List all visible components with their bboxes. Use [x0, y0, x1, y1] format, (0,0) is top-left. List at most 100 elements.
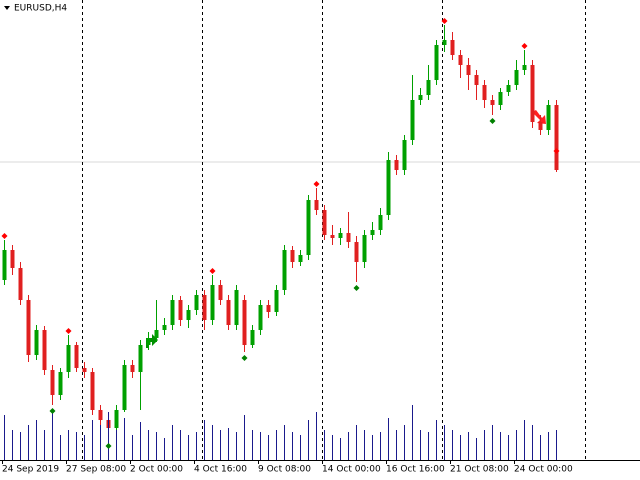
volume-bar — [12, 430, 13, 460]
fractal-down — [353, 285, 360, 291]
volume-bar — [516, 430, 517, 460]
volume-bar — [236, 432, 237, 460]
candle-body — [322, 210, 327, 235]
volume-bar — [324, 430, 325, 460]
volume-bar — [252, 430, 253, 460]
volume-bar — [68, 430, 69, 460]
symbol-menu-arrow[interactable] — [4, 6, 10, 10]
candle-body — [410, 100, 415, 140]
candle-body — [194, 295, 199, 310]
volume-bar — [380, 432, 381, 460]
x-tick-label: 24 Sep 2019 — [2, 465, 59, 475]
candle-body — [546, 105, 551, 130]
volume-bar — [300, 435, 301, 460]
candle-body — [306, 200, 311, 255]
x-tick-label: 9 Oct 08:00 — [258, 465, 311, 475]
candle-body — [162, 325, 167, 330]
candle-body — [114, 410, 119, 428]
chart-title: EURUSD,H4 — [14, 4, 67, 14]
volume-bar — [92, 420, 93, 460]
volume-bar — [492, 425, 493, 460]
volume-bar — [76, 432, 77, 460]
volume-bar — [148, 430, 149, 460]
sell-signal — [532, 110, 546, 124]
volume-bar — [332, 435, 333, 460]
volume-bar — [388, 418, 389, 460]
candle-body — [482, 85, 487, 100]
volume-bar — [524, 420, 525, 460]
candle-body — [210, 285, 215, 320]
candle-body — [74, 345, 79, 368]
volume-bar — [116, 430, 117, 460]
candle-body — [226, 300, 231, 325]
volume-bar — [556, 430, 557, 460]
candle-body — [242, 300, 247, 345]
volume-bar — [100, 425, 101, 460]
candle-body — [378, 215, 383, 230]
candle-body — [146, 338, 151, 345]
candle-body — [66, 345, 71, 372]
volume-bar — [28, 425, 29, 460]
fractal-up — [553, 148, 560, 154]
candle-body — [178, 300, 183, 320]
volume-bar — [308, 420, 309, 460]
candle-body — [514, 70, 519, 85]
volume-bar — [260, 432, 261, 460]
candle-body — [314, 200, 319, 210]
volume-bar — [356, 425, 357, 460]
fractal-up — [1, 233, 8, 239]
volume-bar — [452, 430, 453, 460]
candle-body — [442, 40, 447, 45]
volume-bar — [468, 432, 469, 460]
volume-bar — [404, 425, 405, 460]
candle-body — [498, 92, 503, 105]
volume-bar — [108, 412, 109, 460]
candle-body — [298, 255, 303, 262]
candle-body — [234, 290, 239, 325]
volume-bar — [348, 432, 349, 460]
candle-body — [490, 100, 495, 105]
candle-body — [58, 372, 63, 395]
volume-bar — [460, 435, 461, 460]
volume-bar — [428, 432, 429, 460]
candle-body — [274, 290, 279, 312]
volume-bar — [396, 430, 397, 460]
candle-body — [530, 65, 535, 122]
volume-bar — [156, 432, 157, 460]
volume-bar — [484, 430, 485, 460]
volume-bar — [372, 435, 373, 460]
candle-body — [50, 370, 55, 395]
candle-body — [330, 235, 335, 238]
volume-bar — [420, 430, 421, 460]
fractal-up — [65, 328, 72, 334]
volume-bar — [500, 432, 501, 460]
candle-body — [426, 80, 431, 95]
volume-bar — [316, 412, 317, 460]
volume-bar — [172, 425, 173, 460]
volume-bar — [124, 418, 125, 460]
volume-bar — [548, 432, 549, 460]
candle-body — [130, 365, 135, 372]
x-tick-label: 14 Oct 00:00 — [322, 465, 381, 475]
volume-bar — [228, 428, 229, 460]
candle-body — [82, 368, 87, 372]
candle-body — [458, 55, 463, 65]
candle-body — [42, 330, 47, 370]
x-tick-label: 24 Oct 00:00 — [514, 465, 573, 475]
volume-bar — [244, 415, 245, 460]
candle-body — [122, 365, 127, 410]
volume-bar — [132, 435, 133, 460]
candle-body — [346, 233, 351, 242]
fractal-down — [241, 355, 248, 361]
candle-body — [466, 65, 471, 75]
volume-bar — [140, 422, 141, 460]
candle-body — [402, 140, 407, 170]
fractal-up — [441, 18, 448, 24]
volume-bar — [220, 430, 221, 460]
candle-body — [290, 250, 295, 262]
x-tick-label: 2 Oct 00:00 — [130, 465, 183, 475]
candle-body — [202, 295, 207, 320]
volume-bar — [284, 425, 285, 460]
x-tick-label: 27 Sep 08:00 — [66, 465, 126, 475]
